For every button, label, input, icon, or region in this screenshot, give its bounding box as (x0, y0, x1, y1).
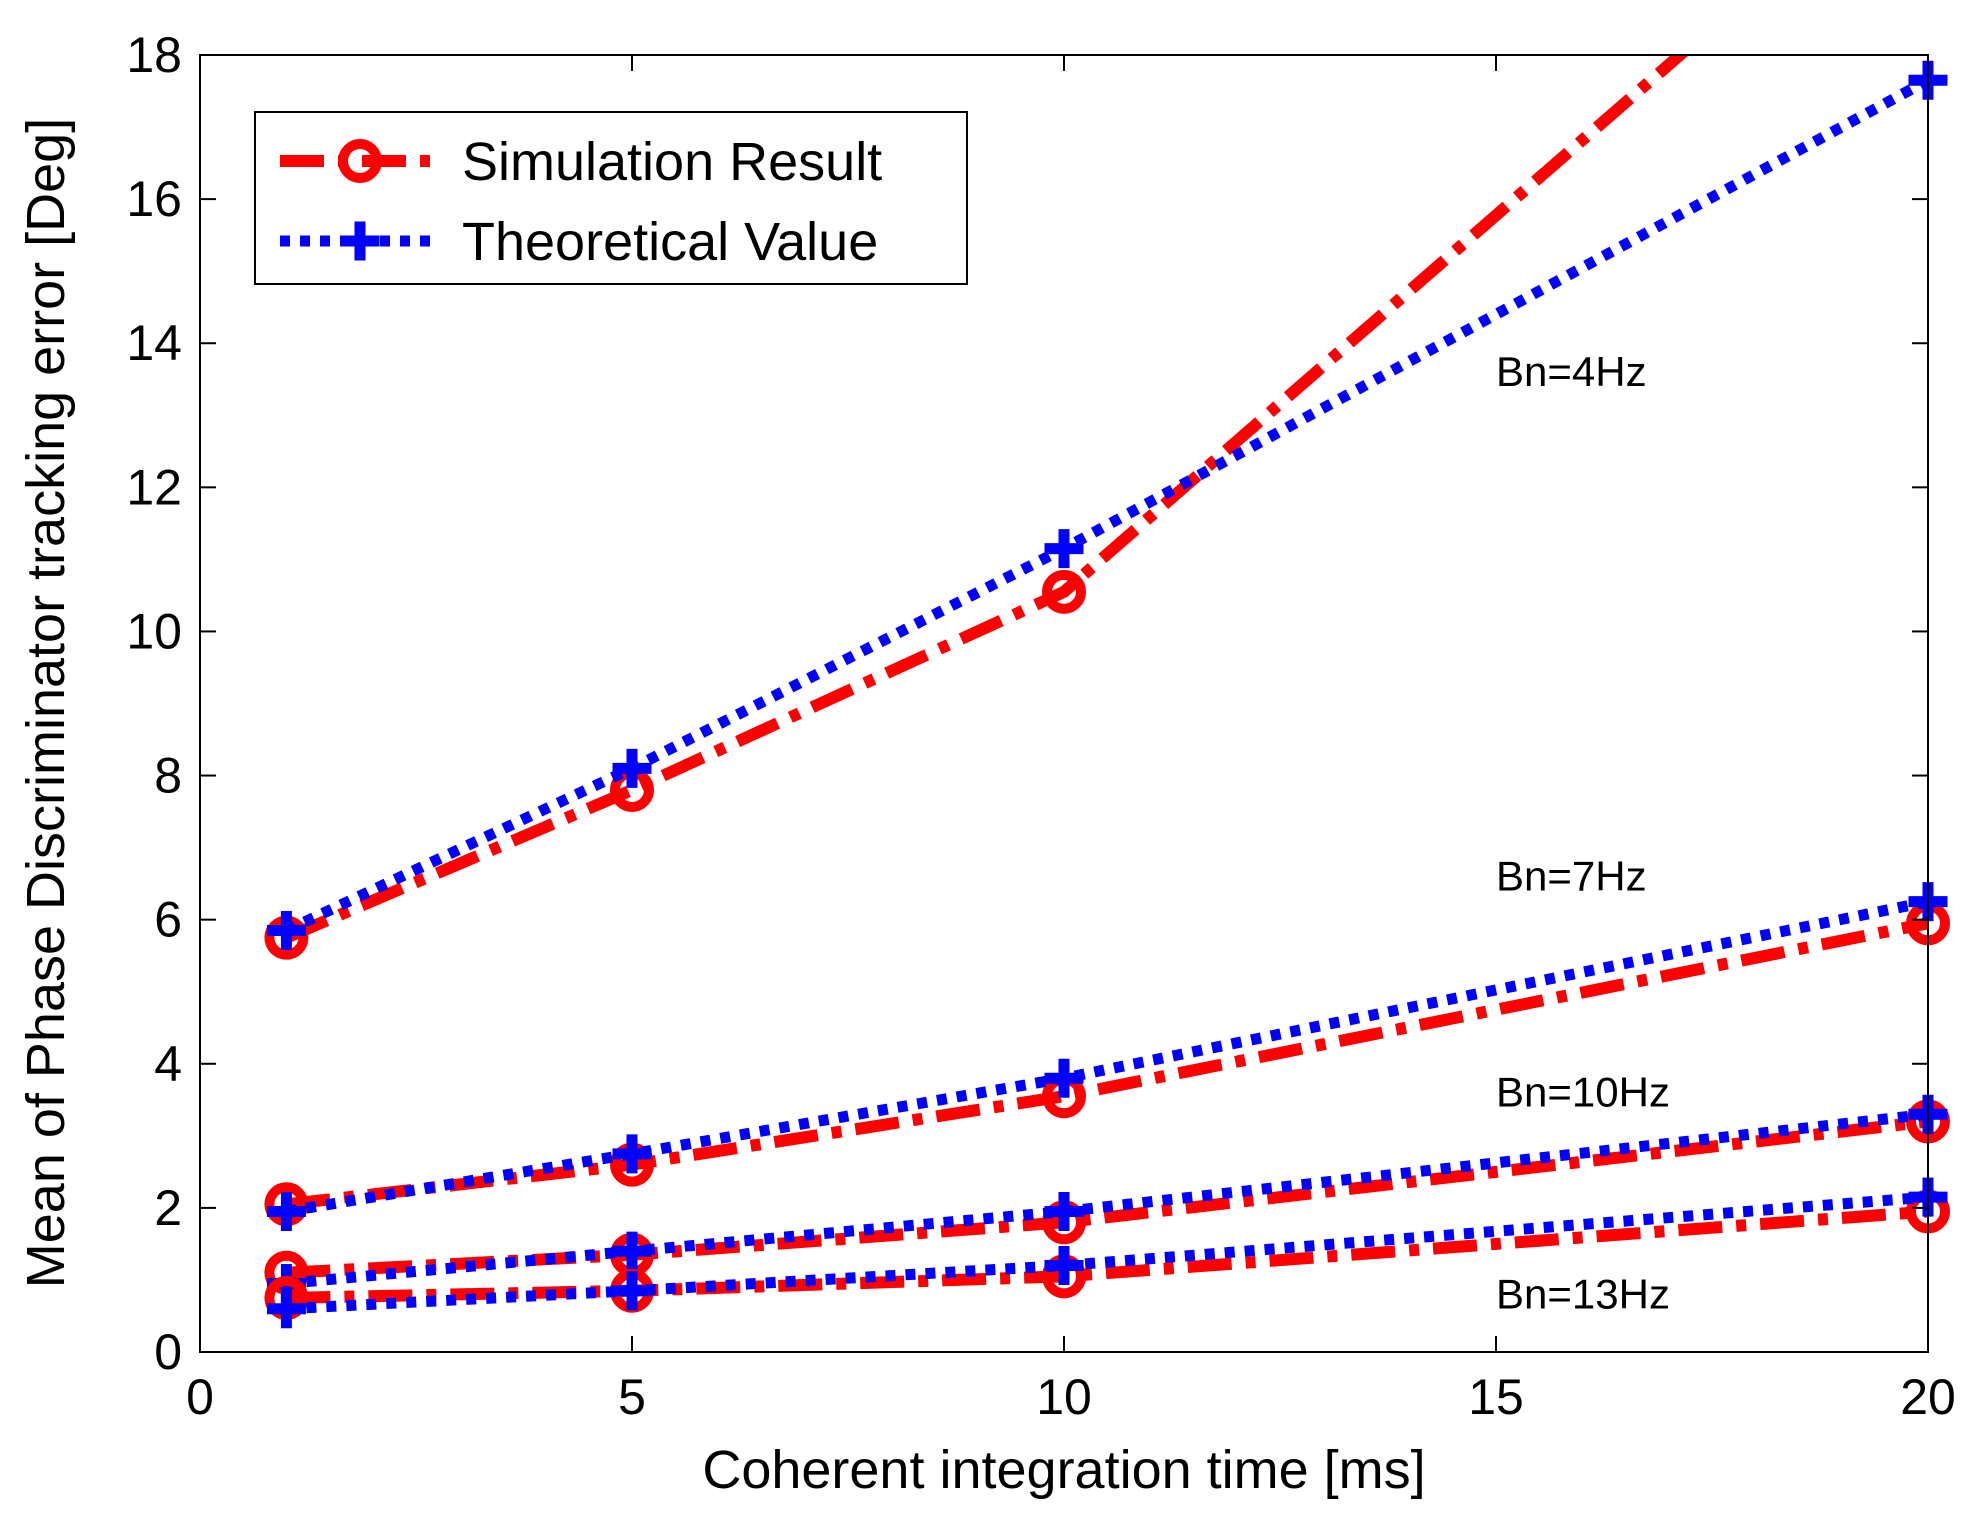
series-theoretical-value-bn-4hz (266, 60, 1948, 950)
series-line (284, 75, 1928, 936)
annotation-bn-10hz: Bn=10Hz (1496, 1069, 1670, 1116)
data-point-plus (612, 1271, 652, 1311)
series-line (284, 55, 1690, 944)
series-line (285, 896, 1928, 1217)
annotations: Bn=4Hz Bn=7Hz Bn=10Hz Bn=13Hz (1496, 348, 1670, 1317)
y-tick-label: 2 (154, 1180, 182, 1236)
data-point-plus (612, 748, 652, 788)
data-point-circle (1042, 569, 1086, 614)
x-tick-label: 0 (186, 1369, 214, 1425)
x-axis-label: Coherent integration time [ms] (702, 1440, 1425, 1500)
y-axis-label: Mean of Phase Discriminator tracking err… (16, 118, 76, 1288)
y-tick-label: 8 (154, 748, 182, 804)
legend-entry-theoretical-value: Theoretical Value (280, 212, 878, 272)
data-point-plus (266, 1191, 306, 1231)
y-tick-label: 6 (154, 892, 182, 948)
series-line (286, 1115, 1928, 1279)
x-tick-label: 10 (1036, 1369, 1092, 1425)
data-point-plus (1044, 1191, 1084, 1231)
y-tick-label: 10 (126, 603, 182, 659)
series-layer (264, 55, 1950, 1329)
x-tick-label: 5 (618, 1369, 646, 1425)
ticks: 0 5 10 15 20 0 2 4 6 8 10 12 14 16 18 (126, 27, 1955, 1425)
data-point-plus (1044, 529, 1084, 569)
annotation-bn-4hz: Bn=4Hz (1496, 348, 1647, 395)
legend-marker-plus (340, 221, 380, 261)
legend-entry-simulation-result: Simulation Result (280, 132, 882, 192)
data-point-plus (612, 1231, 652, 1271)
y-tick-label: 4 (154, 1036, 182, 1092)
data-point-plus (266, 910, 306, 950)
series-line (286, 1205, 1928, 1304)
x-tick-label: 15 (1468, 1369, 1524, 1425)
series-line (286, 1191, 1928, 1315)
annotation-bn-13hz: Bn=13Hz (1496, 1270, 1670, 1317)
legend-label: Theoretical Value (462, 212, 878, 272)
data-point-plus (612, 1134, 652, 1174)
y-tick-label: 0 (154, 1324, 182, 1380)
legend: Simulation Result Theoretical Value (254, 111, 968, 285)
x-tick-label: 20 (1900, 1369, 1956, 1425)
annotation-bn-7hz: Bn=7Hz (1496, 852, 1647, 899)
data-point-plus (1044, 1058, 1084, 1098)
y-tick-label: 14 (126, 315, 182, 371)
data-point-plus (266, 1289, 306, 1329)
y-tick-label: 16 (126, 171, 182, 227)
legend-marker-circle (338, 139, 382, 183)
y-tick-label: 12 (126, 459, 182, 515)
data-point-plus (1044, 1246, 1084, 1286)
legend-box (254, 111, 968, 285)
series-theoretical-value-bn-13hz (266, 1177, 1948, 1329)
y-tick-label: 18 (126, 27, 182, 83)
legend-label: Simulation Result (462, 132, 882, 192)
series-line (285, 917, 1928, 1211)
series-line (285, 1108, 1928, 1290)
